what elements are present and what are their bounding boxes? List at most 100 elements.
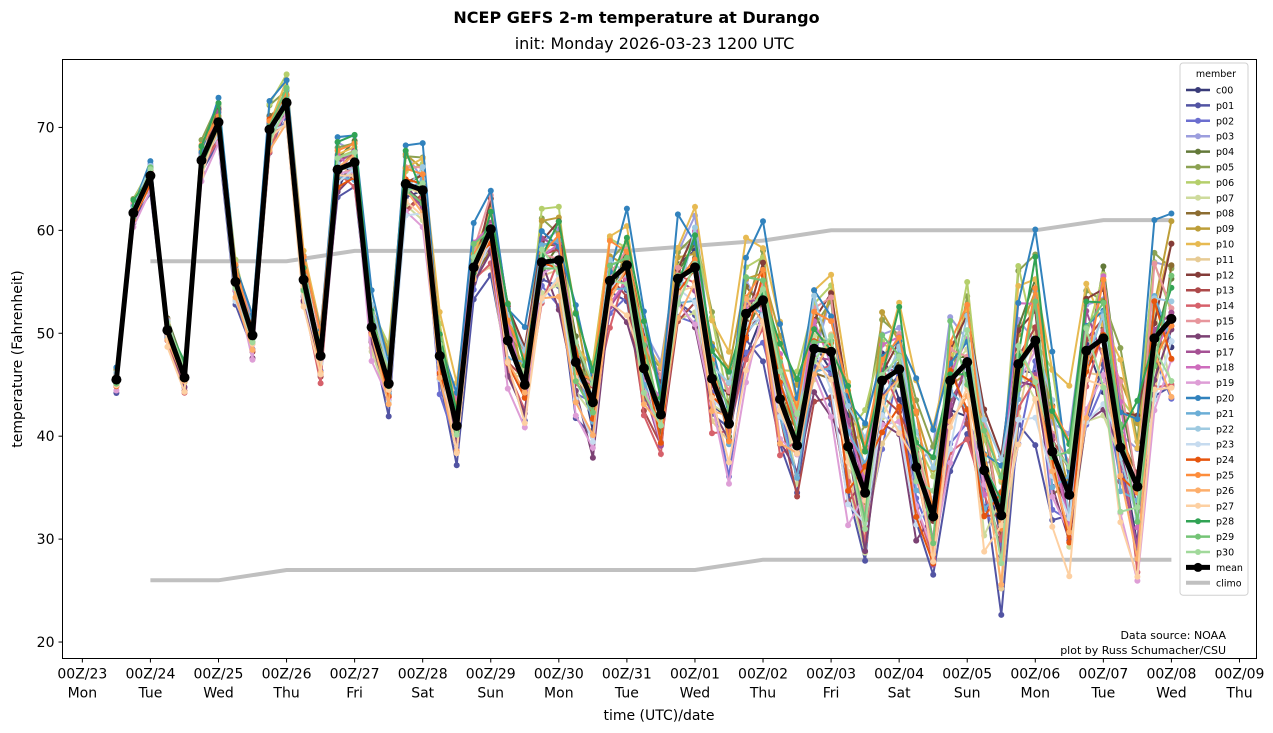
legend-swatch-marker — [1195, 194, 1201, 201]
member-point-p25 — [1100, 276, 1107, 283]
member-point-p25 — [828, 318, 835, 325]
member-point-p26 — [1168, 393, 1175, 400]
member-point-p17 — [1168, 309, 1175, 316]
mean-point — [213, 117, 224, 128]
member-point-p20 — [1151, 217, 1158, 223]
mean-point — [383, 378, 394, 389]
legend-item-p14: p14 — [1186, 301, 1234, 312]
legend-item-p11: p11 — [1186, 255, 1234, 266]
legend-item-p13: p13 — [1186, 286, 1234, 297]
mean-point — [877, 375, 888, 386]
legend-item-p22: p22 — [1186, 424, 1234, 435]
x-tick-day-label: Thu — [272, 686, 299, 702]
member-point-p10 — [1066, 382, 1073, 389]
member-point-p22 — [726, 379, 732, 386]
legend-label: p14 — [1216, 301, 1234, 312]
member-point-p26 — [1049, 468, 1056, 475]
climo-lines — [150, 218, 1172, 583]
y-axis: 20 30 40 50 60 70 — [37, 120, 63, 651]
member-point-p23 — [1168, 338, 1175, 344]
legend-label: p13 — [1216, 286, 1234, 297]
mean-point — [111, 374, 122, 385]
legend-label: p27 — [1216, 501, 1234, 512]
y-tick-label: 30 — [37, 532, 55, 548]
member-point-p21 — [794, 474, 801, 481]
member-point-p10 — [606, 233, 613, 240]
mean-point — [502, 335, 513, 346]
y-tick-label: 20 — [37, 635, 55, 651]
member-point-p01 — [930, 571, 937, 578]
x-axis-label: time (UTC)/date — [603, 708, 714, 724]
x-axis: 00Z/23 Mon 00Z/24 Tue 00Z/25 Wed 00Z/26 Thu 00Z/… — [57, 658, 1265, 702]
x-tick-label: 00Z/04 — [874, 667, 924, 683]
legend-label: p07 — [1216, 193, 1234, 204]
member-point-p08 — [1168, 262, 1175, 269]
member-point-p20 — [147, 158, 154, 165]
member-point-p26 — [555, 293, 562, 300]
member-point-p27 — [1168, 384, 1175, 391]
member-point-p20 — [402, 142, 409, 149]
mean-point — [1047, 446, 1058, 457]
legend-swatch-marker — [1195, 364, 1201, 371]
member-point-p29 — [760, 277, 766, 284]
legend-item-p29: p29 — [1186, 532, 1234, 543]
legend-label: p02 — [1216, 116, 1234, 127]
member-point-p27 — [623, 312, 630, 319]
x-tick-label: 00Z/28 — [398, 667, 448, 683]
mean-point — [860, 487, 871, 498]
member-point-p27 — [504, 359, 511, 366]
legend-label: c00 — [1216, 86, 1233, 97]
mean-point — [587, 397, 598, 408]
legend-item-p01: p01 — [1186, 101, 1234, 112]
x-tick-day-label: Mon — [68, 686, 98, 702]
legend-swatch-marker — [1195, 333, 1201, 340]
legend-swatch-marker — [1195, 425, 1201, 432]
member-point-p28 — [1134, 397, 1141, 404]
x-tick-day-label: Wed — [1156, 686, 1187, 702]
x-tick-label: 00Z/31 — [602, 667, 652, 683]
x-tick-label: 00Z/09 — [1215, 667, 1265, 683]
legend-swatch-marker — [1193, 562, 1203, 572]
member-point-p19 — [504, 385, 511, 392]
member-point-p20 — [521, 324, 528, 330]
member-point-p13 — [794, 493, 801, 500]
member-point-p27 — [947, 424, 954, 431]
member-point-p20 — [215, 94, 222, 101]
legend-swatch-marker — [1195, 348, 1201, 355]
credit-author: plot by Russ Schumacher/CSU — [1060, 644, 1226, 657]
mean-point — [179, 372, 190, 383]
legend-label: p17 — [1216, 347, 1234, 358]
member-point-p19 — [589, 444, 596, 451]
member-point-p26 — [1083, 415, 1090, 421]
mean-point — [621, 260, 632, 271]
legend-swatch-marker — [1195, 287, 1201, 294]
member-point-p30 — [913, 478, 920, 485]
member-point-p27 — [181, 388, 188, 395]
member-point-p30 — [657, 422, 664, 429]
mean-point — [672, 273, 683, 284]
legend-swatch-marker — [1195, 441, 1201, 448]
mean-point — [792, 440, 803, 451]
legend-label: climo — [1216, 578, 1242, 589]
member-point-p24 — [913, 513, 920, 520]
legend-label: p30 — [1216, 548, 1234, 559]
member-point-p28 — [351, 131, 358, 138]
legend-box — [1179, 62, 1249, 596]
legend-label: p04 — [1216, 147, 1234, 158]
mean-point — [417, 185, 428, 196]
member-point-p26 — [436, 374, 443, 381]
member-point-p22 — [811, 292, 818, 299]
member-point-p28 — [811, 326, 818, 333]
y-axis-label: temperature (Fahrenheit) — [10, 270, 26, 447]
x-tick-day-label: Thu — [749, 686, 776, 702]
mean-point — [724, 418, 734, 429]
credit-source: Data source: NOAA — [1120, 629, 1226, 642]
mean-point — [230, 276, 241, 287]
member-point-p28 — [726, 368, 732, 375]
mean-point — [741, 308, 751, 319]
member-point-p04 — [1100, 263, 1107, 270]
mean-point — [451, 420, 462, 431]
member-point-p25 — [726, 438, 732, 445]
mean-point — [1064, 489, 1075, 500]
